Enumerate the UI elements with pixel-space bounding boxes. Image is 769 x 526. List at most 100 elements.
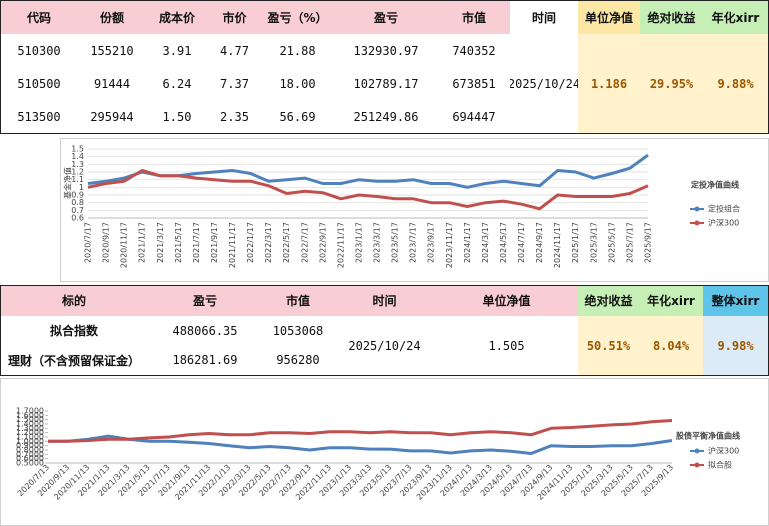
y-tick-label: 0.8000 [16,446,44,455]
y-tick-label: 1.1000 [16,433,44,442]
table-border [0,0,769,134]
merged-cell: 29.95% [640,34,704,134]
x-tick-label: 2024/9/17 [535,222,544,263]
series-line [87,169,649,211]
header-cell: 时间 [334,285,436,317]
data-cell: 拟合指数 [0,316,149,346]
chart-title: 股债平衡净值曲线 [676,431,740,441]
legend-label: 沪深300 [708,446,739,456]
y-tick-label: 1.1 [71,175,84,184]
legend-marker [694,448,700,454]
data-cell: 155210 [78,34,147,68]
x-tick-label: 2024/3/17 [481,222,490,263]
x-tick-label: 2021/1/17 [138,222,147,263]
y-tick-label: 1.7000 [16,407,44,416]
merged-cell: 1.186 [578,34,641,134]
y-tick-label: 1.5 [71,145,84,154]
data-cell: 510300 [0,34,79,68]
y-tick-label: 1.3000 [16,424,44,433]
y-tick-label: 1.0000 [16,437,44,446]
x-tick-label: 2024/5/17 [499,222,508,263]
series-line [48,419,673,443]
x-tick-label: 2025/3/17 [589,222,598,263]
legend-marker [694,462,700,468]
x-tick-label: 2021/3/17 [156,222,165,263]
y-axis-title: 基金净值 [63,167,73,199]
data-cell: 1053068 [262,316,335,346]
table-border [0,285,769,376]
y-tick-label: 0.8 [71,198,84,207]
series-line [48,434,673,455]
merged-cell: 9.98% [703,316,769,376]
header-cell: 份额 [78,0,147,35]
legend-marker [694,220,700,226]
x-tick-label: 2022/1/17 [246,222,255,263]
legend-label: 拟合股 [708,460,732,470]
header-cell: 绝对收益 [578,285,640,317]
y-tick-label: 1.6000 [16,411,44,420]
y-tick-label: 0.9000 [16,441,44,450]
x-tick-label: 2021/7/17 [192,222,201,263]
x-tick-label: 2023/1/17 [354,222,363,263]
x-tick-label: 2021/9/17 [210,222,219,263]
y-tick-label: 1.5000 [16,415,44,424]
legend-label: 定投组合 [708,204,740,214]
data-cell: 510500 [0,67,79,102]
header-cell: 年化xirr [703,0,769,35]
header-cell: 年化xirr [639,285,704,317]
header-cell: 市价 [208,0,262,35]
data-cell: 4.77 [208,34,262,68]
x-tick-label: 2021/5/17 [174,222,183,263]
chart-title: 定投净值曲线 [690,180,739,190]
x-tick-label: 2022/11/17 [336,222,345,268]
merged-cell: 1.505 [435,316,579,376]
x-tick-label: 2025/7/17 [625,222,634,263]
chart-area [0,378,769,526]
x-tick-label: 2020/11/17 [120,222,129,268]
x-tick-label: 2022/9/17 [318,222,327,263]
y-tick-label: 1.3 [71,160,84,169]
y-tick-label: 0.7 [71,206,84,215]
y-tick-label: 1.4 [71,152,84,161]
x-tick-label: 2023/9/17 [427,222,436,263]
x-tick-label: 2024/7/17 [517,222,526,263]
x-tick-label: 2023/3/17 [373,222,382,263]
x-tick-label: 2021/11/17 [228,222,237,268]
data-cell: 7.37 [208,67,262,102]
x-tick-label: 2022/5/17 [282,222,291,263]
x-tick-label: 2023/5/17 [391,222,400,263]
y-tick-label: 1 [79,183,84,192]
legend-marker [694,206,700,212]
x-tick-label: 2025/9/17 [644,222,653,263]
x-tick-label: 2024/11/17 [553,222,562,268]
y-tick-label: 0.5000 [16,459,44,468]
data-cell: 102789.17 [334,67,439,102]
y-tick-label: 0.7000 [16,450,44,459]
y-tick-label: 0.6 [71,214,84,223]
y-tick-label: 0.9 [71,191,84,200]
data-cell: 740352 [438,34,511,68]
legend-label: 沪深300 [708,218,739,228]
header-cell: 单位净值 [578,0,641,35]
x-tick-label: 2020/9/17 [102,222,111,263]
x-tick-label: 2023/11/17 [445,222,454,268]
data-cell: 6.24 [146,67,209,102]
x-tick-label: 2023/7/17 [409,222,418,263]
x-tick-label: 2020/7/17 [84,222,93,263]
x-tick-label: 2025/1/17 [571,222,580,263]
y-tick-label: 1.2 [71,168,84,177]
x-tick-label: 2024/1/17 [463,222,472,263]
x-tick-label: 2022/7/17 [300,222,309,263]
data-cell: 186281.69 [148,345,263,376]
merged-cell: 8.04% [639,316,704,376]
header-cell: 市值 [438,0,511,35]
header-cell: 代码 [0,0,79,35]
data-cell: 18.00 [261,67,335,102]
y-tick-label: 0.6000 [16,454,44,463]
data-cell: 513500 [0,101,79,134]
x-tick-label: 2025/5/17 [607,222,616,263]
header-cell: 绝对收益 [640,0,704,35]
y-tick-label: 1.2000 [16,428,44,437]
